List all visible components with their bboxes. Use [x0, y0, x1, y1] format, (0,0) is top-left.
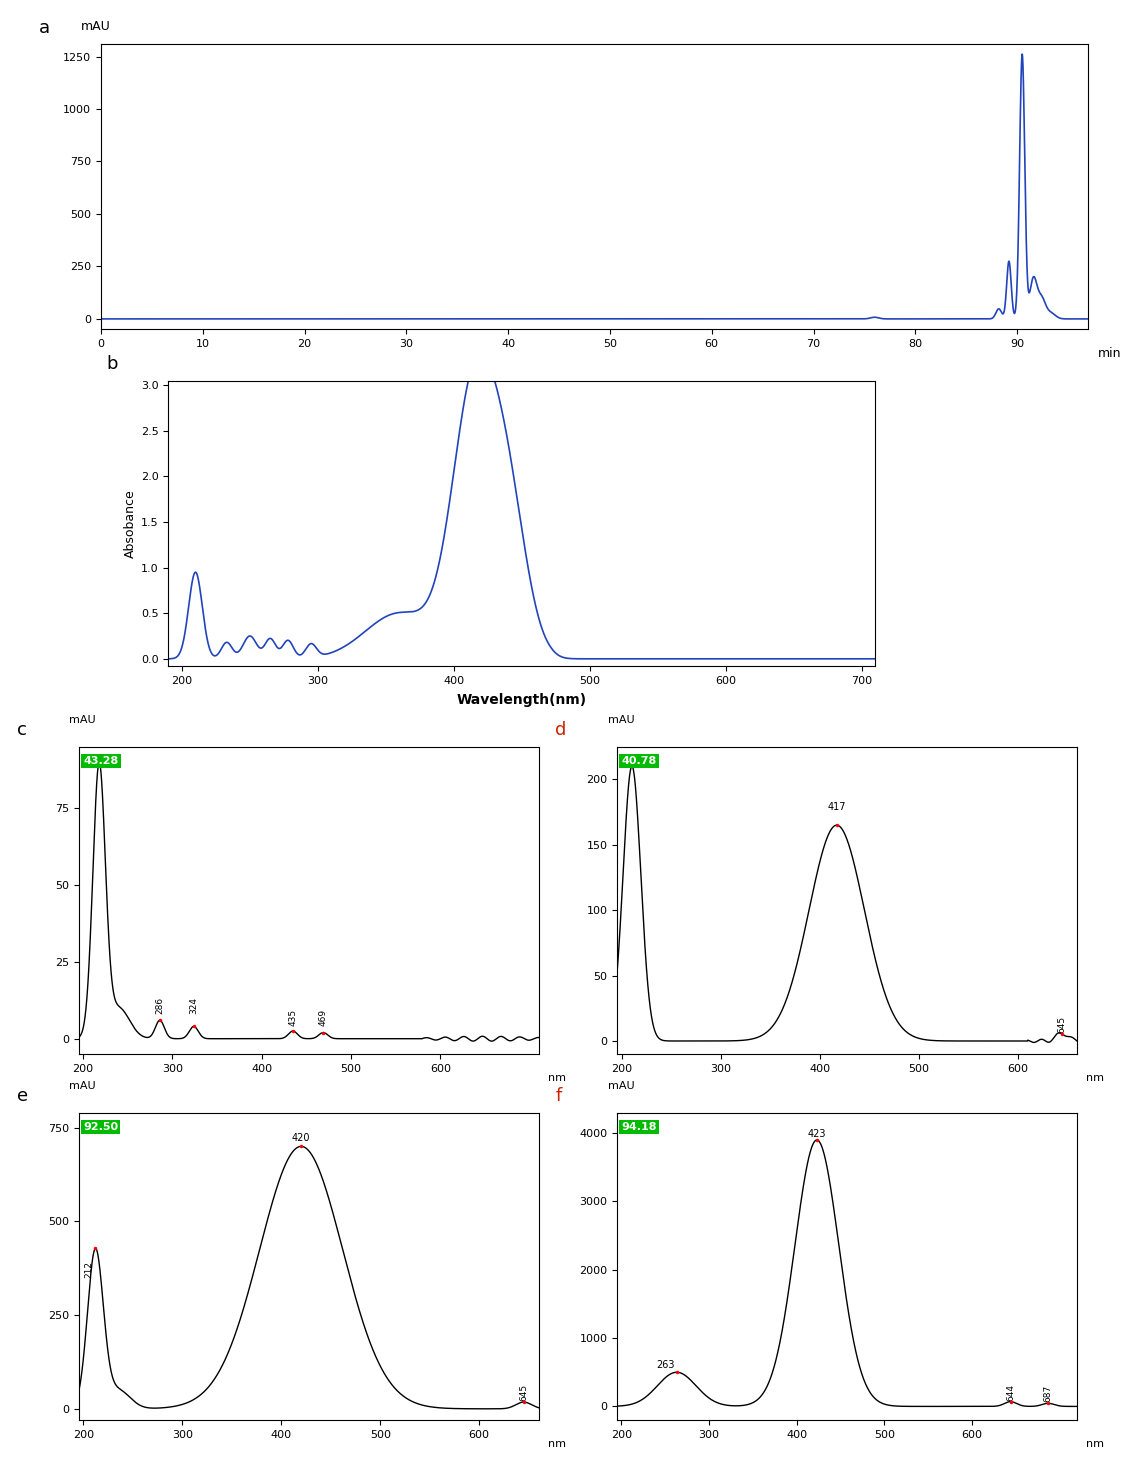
Text: f: f — [555, 1088, 562, 1105]
Text: nm: nm — [548, 1073, 565, 1082]
Text: 687: 687 — [1043, 1385, 1052, 1403]
Text: 40.78: 40.78 — [622, 755, 657, 766]
Text: mAU: mAU — [608, 1080, 635, 1091]
Text: 286: 286 — [155, 997, 164, 1015]
Text: 92.50: 92.50 — [83, 1121, 118, 1132]
Text: 645: 645 — [519, 1383, 528, 1401]
Text: mAU: mAU — [70, 714, 96, 725]
Text: d: d — [555, 722, 567, 739]
Text: b: b — [107, 356, 118, 373]
Text: a: a — [39, 19, 50, 37]
Text: mAU: mAU — [70, 1080, 96, 1091]
Text: 324: 324 — [190, 997, 199, 1015]
Text: e: e — [17, 1088, 28, 1105]
Text: nm: nm — [1086, 1073, 1104, 1082]
Text: c: c — [17, 722, 27, 739]
Text: 263: 263 — [656, 1360, 674, 1370]
Text: min: min — [1098, 347, 1122, 360]
Text: mAU: mAU — [81, 19, 111, 32]
Text: 435: 435 — [288, 1009, 297, 1026]
Y-axis label: Absobance: Absobance — [123, 489, 137, 558]
Text: 43.28: 43.28 — [83, 755, 119, 766]
Text: nm: nm — [548, 1439, 565, 1448]
X-axis label: Wavelength(nm): Wavelength(nm) — [457, 692, 587, 707]
Text: 469: 469 — [319, 1009, 328, 1026]
Text: mAU: mAU — [608, 714, 635, 725]
Text: 420: 420 — [292, 1133, 311, 1142]
Text: 417: 417 — [827, 802, 846, 813]
Text: 645: 645 — [1058, 1016, 1067, 1034]
Text: 212: 212 — [84, 1261, 93, 1278]
Text: 644: 644 — [1006, 1383, 1015, 1401]
Text: 94.18: 94.18 — [622, 1121, 657, 1132]
Text: 423: 423 — [808, 1129, 826, 1139]
Text: nm: nm — [1086, 1439, 1104, 1448]
